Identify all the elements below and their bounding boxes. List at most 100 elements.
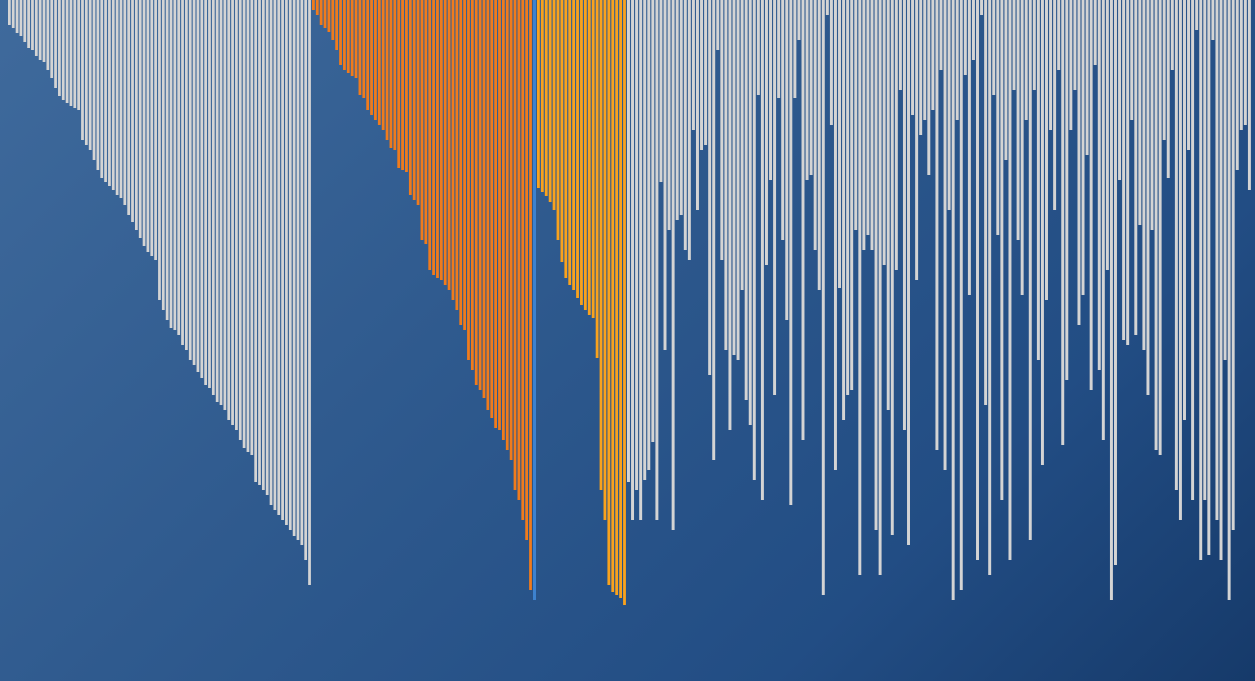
hanging-bar (764, 0, 768, 265)
hanging-bar (789, 0, 793, 505)
hanging-bar (756, 0, 760, 95)
hanging-bar (631, 0, 635, 520)
hanging-bar (474, 0, 478, 385)
hanging-bar (1203, 0, 1207, 500)
hanging-bar (420, 0, 424, 240)
hanging-bar (463, 0, 466, 330)
hanging-bar (1126, 0, 1130, 345)
hanging-bar (277, 0, 281, 515)
hanging-bar (42, 0, 46, 62)
hanging-bar (408, 0, 412, 195)
hanging-bar (19, 0, 23, 36)
hanging-bar (704, 0, 708, 145)
hanging-bar (15, 0, 19, 33)
hanging-bar (8, 0, 11, 25)
hanging-bar (177, 0, 181, 335)
hanging-bar (858, 0, 862, 575)
hanging-bar (748, 0, 752, 425)
hanging-bar (552, 0, 556, 210)
hanging-bar (923, 0, 927, 120)
hanging-bar (111, 0, 115, 190)
hanging-bar (740, 0, 744, 290)
hanging-bar (1170, 0, 1174, 70)
hanging-bar (521, 0, 525, 520)
hanging-bar (907, 0, 910, 545)
hanging-bar (235, 0, 238, 430)
hanging-bar (846, 0, 850, 395)
hanging-bar (1101, 0, 1105, 440)
hanging-bar (231, 0, 234, 425)
hanging-bar (281, 0, 284, 520)
hanging-bar (1130, 0, 1134, 120)
hanging-bar (1174, 0, 1178, 490)
hanging-bar (870, 0, 874, 250)
hanging-bar (517, 0, 521, 500)
hanging-bar (1069, 0, 1073, 130)
hanging-bar (1004, 0, 1008, 160)
hanging-bar (1045, 0, 1048, 300)
hanging-bar (886, 0, 890, 410)
hanging-bar (963, 0, 967, 75)
hanging-bar (556, 0, 560, 240)
hanging-bar (181, 0, 184, 345)
hanging-bar (720, 0, 724, 260)
hanging-bar (501, 0, 505, 440)
hanging-bar (292, 0, 296, 536)
hanging-bar (69, 0, 73, 106)
hanging-bar (724, 0, 728, 350)
hanging-bar (134, 0, 138, 230)
hanging-bar (540, 0, 544, 192)
hanging-bar (312, 0, 315, 10)
hanging-bar (300, 0, 304, 545)
hanging-bar (980, 0, 984, 15)
hanging-bar (568, 0, 572, 285)
hanging-bar (591, 0, 595, 318)
hanging-bar (1207, 0, 1211, 555)
hanging-bar (1219, 0, 1223, 560)
hanging-bar (817, 0, 821, 290)
hanging-bar (1020, 0, 1024, 295)
hanging-bar (261, 0, 265, 490)
hanging-bar (96, 0, 100, 170)
hanging-bar (700, 0, 704, 150)
hanging-bar (161, 0, 165, 310)
hanging-bar (459, 0, 463, 325)
hanging-bar (1089, 0, 1093, 390)
hanging-bar (38, 0, 42, 60)
hanging-bar (1247, 0, 1251, 190)
hanging-bar (744, 0, 748, 400)
hanging-bar (1057, 0, 1061, 70)
hanging-bar (323, 0, 327, 28)
hanging-bar (801, 0, 805, 440)
hanging-bar (192, 0, 196, 365)
hanging-bar (1109, 0, 1113, 600)
hanging-bar (509, 0, 513, 460)
hanging-bar (498, 0, 501, 430)
hanging-bar (146, 0, 150, 252)
hanging-bar (996, 0, 1000, 235)
hanging-bar (428, 0, 432, 270)
hanging-bar (1077, 0, 1081, 325)
hanging-bar (643, 0, 647, 480)
hanging-bar (1061, 0, 1065, 445)
hanging-bar (165, 0, 169, 320)
hanging-bar (254, 0, 258, 482)
hanging-bar (405, 0, 408, 172)
hanging-bar (108, 0, 111, 186)
hanging-bar (88, 0, 92, 150)
hanging-bar (805, 0, 809, 180)
hanging-bar (27, 0, 30, 48)
hanging-bar (319, 0, 323, 25)
hanging-bar (354, 0, 358, 78)
hanging-bar (1243, 0, 1247, 125)
hanging-bar (285, 0, 288, 525)
hanging-bar (679, 0, 683, 215)
hanging-bar (346, 0, 350, 73)
hanging-bar (760, 0, 764, 500)
hanging-bar (671, 0, 675, 530)
hanging-bar (358, 0, 362, 95)
hanging-bar (663, 0, 667, 350)
hanging-bar (23, 0, 27, 42)
hanging-bar (1008, 0, 1012, 560)
hanging-bar (397, 0, 401, 168)
